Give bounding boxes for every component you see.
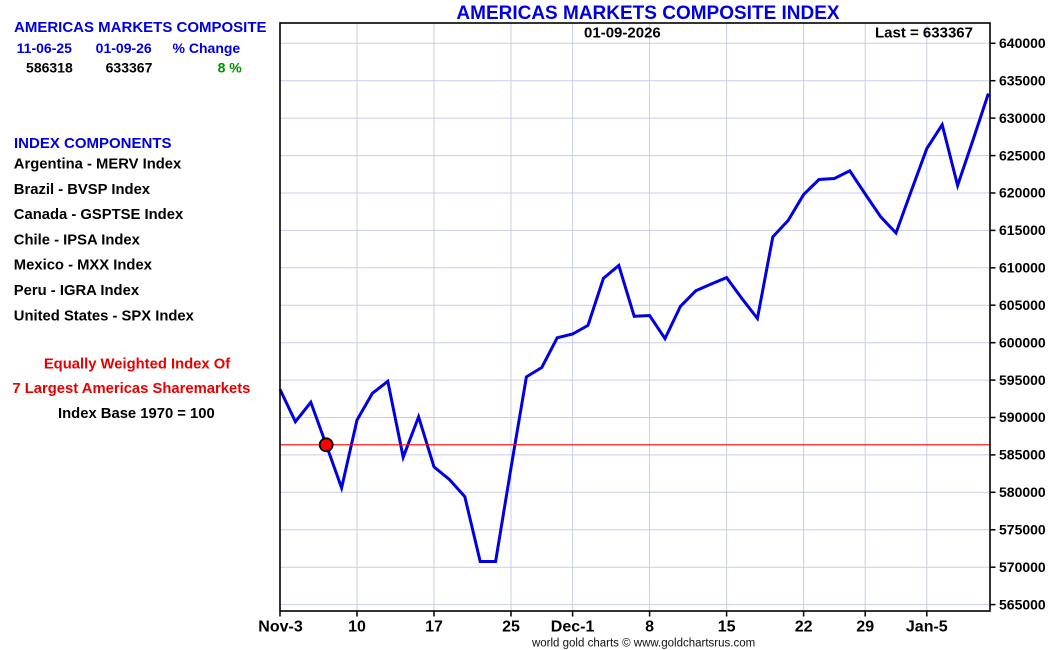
svg-text:25: 25 xyxy=(502,619,520,636)
svg-text:7 Largest Americas Sharemarket: 7 Largest Americas Sharemarkets xyxy=(12,381,250,397)
svg-text:AMERICAS MARKETS COMPOSITE: AMERICAS MARKETS COMPOSITE xyxy=(14,19,267,36)
svg-text:575000: 575000 xyxy=(999,522,1046,538)
svg-text:INDEX COMPONENTS: INDEX COMPONENTS xyxy=(14,135,172,152)
svg-text:585000: 585000 xyxy=(999,447,1046,463)
svg-text:600000: 600000 xyxy=(999,334,1046,350)
svg-text:Equally Weighted Index Of: Equally Weighted Index Of xyxy=(44,357,230,373)
svg-text:Chile - IPSA Index: Chile - IPSA Index xyxy=(14,232,141,248)
svg-text:610000: 610000 xyxy=(999,260,1046,276)
svg-text:586318: 586318 xyxy=(26,60,73,76)
svg-text:615000: 615000 xyxy=(999,222,1046,238)
svg-text:29: 29 xyxy=(856,619,874,636)
svg-text:01-09-2026: 01-09-2026 xyxy=(584,25,661,42)
svg-text:Canada - GSPTSE Index: Canada - GSPTSE Index xyxy=(14,207,184,223)
svg-text:15: 15 xyxy=(718,619,736,636)
svg-text:17: 17 xyxy=(425,619,443,636)
svg-text:22: 22 xyxy=(795,619,813,636)
svg-text:570000: 570000 xyxy=(999,559,1046,575)
svg-text:01-09-26: 01-09-26 xyxy=(96,40,152,56)
svg-text:635000: 635000 xyxy=(999,72,1046,88)
svg-text:595000: 595000 xyxy=(999,372,1046,388)
svg-text:11-06-25: 11-06-25 xyxy=(17,40,72,56)
svg-text:Argentina - MERV Index: Argentina - MERV Index xyxy=(14,157,182,173)
svg-text:580000: 580000 xyxy=(999,484,1046,500)
svg-text:Index Base 1970 = 100: Index Base 1970 = 100 xyxy=(58,406,215,422)
svg-text:620000: 620000 xyxy=(999,185,1046,201)
svg-text:625000: 625000 xyxy=(999,147,1046,163)
svg-text:630000: 630000 xyxy=(999,110,1046,126)
svg-text:8: 8 xyxy=(645,619,654,636)
svg-text:565000: 565000 xyxy=(999,596,1046,612)
svg-text:590000: 590000 xyxy=(999,409,1046,425)
svg-text:633367: 633367 xyxy=(106,60,153,76)
svg-text:world gold charts © www.goldch: world gold charts © www.goldchartsrus.co… xyxy=(531,638,755,650)
svg-text:8 %: 8 % xyxy=(218,60,243,76)
svg-text:Nov-3: Nov-3 xyxy=(258,619,303,636)
svg-text:Mexico - MXX Index: Mexico - MXX Index xyxy=(14,258,153,274)
svg-text:Peru - IGRA Index: Peru - IGRA Index xyxy=(14,283,140,299)
svg-text:605000: 605000 xyxy=(999,297,1046,313)
svg-text:% Change: % Change xyxy=(173,40,241,56)
svg-text:AMERICAS MARKETS COMPOSITE IND: AMERICAS MARKETS COMPOSITE INDEX xyxy=(456,3,840,24)
svg-text:Brazil - BVSP Index: Brazil - BVSP Index xyxy=(14,182,151,198)
svg-text:Last = 633367: Last = 633367 xyxy=(875,25,973,42)
svg-text:Dec-1: Dec-1 xyxy=(551,619,595,636)
svg-text:Jan-5: Jan-5 xyxy=(906,619,948,636)
svg-text:United States - SPX Index: United States - SPX Index xyxy=(14,308,195,324)
svg-text:10: 10 xyxy=(348,619,366,636)
svg-text:640000: 640000 xyxy=(999,35,1046,51)
